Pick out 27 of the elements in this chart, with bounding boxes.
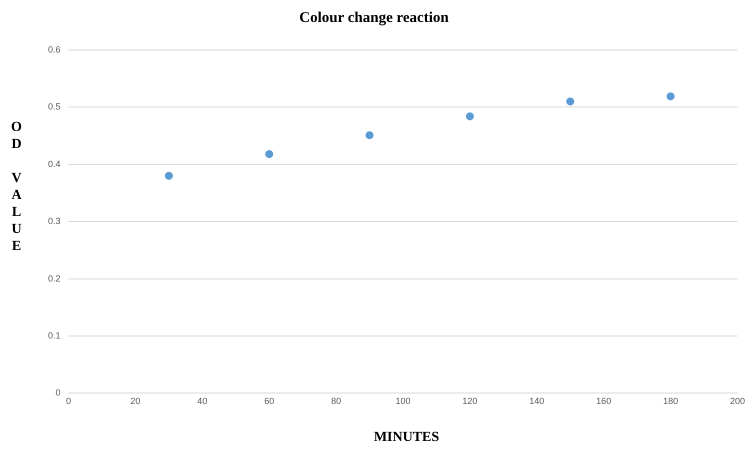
y-tick-label: 0 <box>55 388 61 398</box>
point <box>566 97 574 106</box>
chart-title: Colour change reaction <box>298 10 450 27</box>
x-tick-label: 0 <box>66 396 72 406</box>
x-axis-title: MINUTES <box>372 430 440 446</box>
point <box>666 92 675 100</box>
y-tick-label: 0.5 <box>48 102 61 112</box>
x-tick-label: 40 <box>197 396 208 406</box>
y-tick-label: 0.2 <box>48 273 61 284</box>
x-tick-label: 80 <box>331 396 342 406</box>
point <box>366 131 374 140</box>
point <box>466 112 474 120</box>
x-tick-label: 200 <box>730 396 746 406</box>
y-tick-label: 0.4 <box>48 158 61 169</box>
y-tick-label: 0.6 <box>48 44 61 54</box>
x-tick-label: 180 <box>663 396 678 406</box>
y-tick-label: 0.3 <box>48 216 61 226</box>
x-tick-label: 140 <box>529 396 544 406</box>
point <box>164 172 173 180</box>
y-tick-label: 0.1 <box>48 330 61 340</box>
point <box>265 150 274 158</box>
y-axis-title: OD VALUE <box>8 120 24 256</box>
x-tick-label: 20 <box>130 396 140 406</box>
x-tick-label: 60 <box>264 396 274 406</box>
x-tick-label: 160 <box>596 396 612 406</box>
x-tick-label: 100 <box>395 396 411 406</box>
x-tick-label: 120 <box>462 396 478 406</box>
